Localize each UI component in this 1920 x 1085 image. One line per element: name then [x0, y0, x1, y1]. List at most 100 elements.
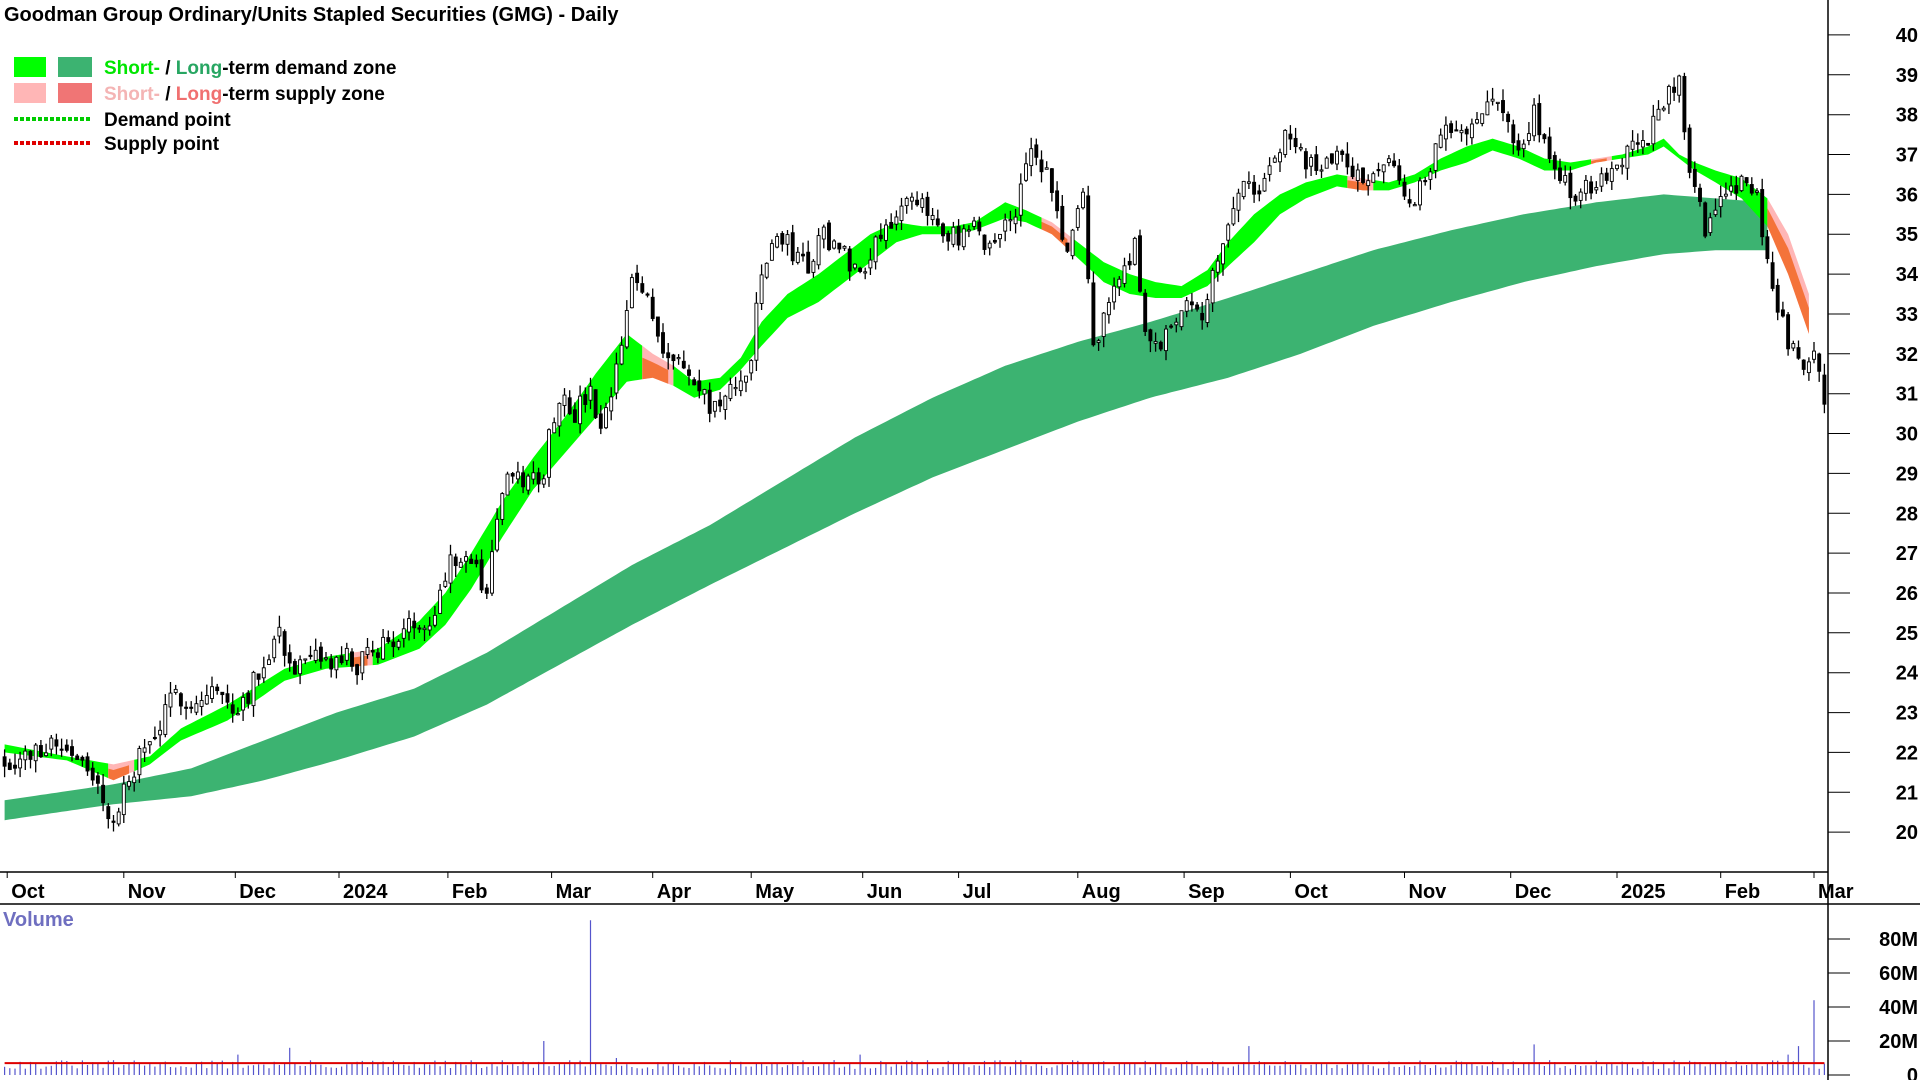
candle-body — [521, 472, 526, 488]
candle-body — [790, 232, 795, 262]
candle-body — [868, 259, 873, 269]
candle-body — [1729, 185, 1734, 192]
candle-body — [230, 704, 235, 714]
candle — [1537, 94, 1542, 143]
candle-body — [1723, 193, 1728, 197]
candle-body — [1547, 136, 1552, 160]
candle-body — [80, 756, 85, 761]
candle-body — [557, 402, 562, 427]
y-axis-tick-label: 30 — [1896, 424, 1918, 446]
candle-body — [1770, 262, 1775, 289]
y-axis-tick-label: 38 — [1896, 105, 1918, 127]
candle-body — [1755, 190, 1759, 193]
candle — [536, 467, 541, 493]
candle-body — [1138, 235, 1142, 292]
candle-body — [54, 739, 59, 747]
candle — [629, 273, 634, 309]
candle — [687, 364, 691, 386]
candle-body — [609, 396, 614, 412]
candle — [484, 583, 489, 599]
candle-body — [184, 706, 189, 709]
candle-body — [1350, 165, 1355, 177]
candle — [2, 749, 7, 778]
candle-body — [832, 240, 837, 249]
candle — [1469, 118, 1474, 145]
candle — [956, 219, 961, 251]
candle — [1568, 166, 1573, 210]
candle-body — [1423, 180, 1428, 183]
candle-body — [13, 764, 17, 769]
candle-body — [629, 277, 634, 309]
candle-body — [1231, 208, 1236, 225]
candle — [1692, 161, 1697, 193]
candle-body — [1303, 151, 1308, 170]
candle — [355, 663, 360, 685]
candle-body — [168, 692, 173, 708]
candle — [671, 353, 676, 370]
candle-body — [220, 691, 225, 696]
candle-body — [1221, 243, 1225, 265]
candle — [992, 233, 997, 244]
candle — [738, 370, 743, 397]
candle — [85, 752, 90, 776]
candle-body — [1081, 191, 1085, 209]
candle-body — [1780, 309, 1785, 317]
candle-body — [1345, 153, 1350, 168]
candle — [1578, 188, 1583, 209]
candle — [1599, 167, 1604, 192]
candle — [1252, 175, 1257, 203]
candle-body — [1568, 172, 1573, 199]
candle-body — [935, 218, 940, 226]
candle — [764, 262, 769, 280]
candle-body — [350, 651, 354, 667]
candle-body — [1314, 154, 1319, 171]
candle — [1329, 153, 1334, 165]
candle-body — [515, 471, 520, 480]
candle-body — [837, 242, 842, 250]
candle-body — [1371, 173, 1376, 183]
candle-body — [884, 224, 888, 241]
candle — [868, 248, 873, 275]
candle-body — [1361, 167, 1365, 183]
candle — [655, 316, 660, 343]
y-axis-tick-label: 35 — [1896, 224, 1918, 246]
y-axis-tick-label: 37 — [1896, 145, 1918, 167]
candle-body — [795, 251, 800, 263]
candle-body — [495, 518, 500, 551]
candle-body — [775, 236, 780, 248]
candle-body — [1801, 359, 1806, 370]
candle-body — [811, 260, 816, 273]
candle-body — [1765, 236, 1770, 260]
candle — [1215, 255, 1220, 282]
candle-body — [464, 556, 468, 562]
candle-body — [106, 806, 111, 820]
candle-body — [583, 394, 588, 405]
candle-body — [1713, 209, 1718, 216]
candle — [806, 240, 811, 274]
candle-body — [121, 783, 126, 816]
candle-body — [132, 776, 137, 784]
candle-body — [438, 589, 443, 614]
candle — [1521, 139, 1526, 158]
candle — [1563, 165, 1568, 186]
candle-body — [256, 673, 261, 680]
candle-body — [547, 429, 551, 478]
candle — [1236, 188, 1241, 223]
candle — [241, 692, 246, 721]
candle-body — [873, 236, 878, 263]
candle — [111, 815, 116, 832]
candle-body — [147, 741, 152, 746]
candle — [790, 224, 795, 266]
candle-body — [401, 628, 406, 639]
legend-label-part: Long — [176, 58, 222, 79]
candle-body — [490, 551, 494, 594]
candle-body — [334, 656, 339, 671]
candle-body — [925, 196, 930, 216]
candle-body — [1200, 312, 1205, 321]
candle — [1298, 143, 1303, 152]
candle-body — [1112, 285, 1117, 303]
candle — [375, 647, 380, 664]
candle — [780, 231, 785, 252]
candle — [541, 474, 546, 488]
